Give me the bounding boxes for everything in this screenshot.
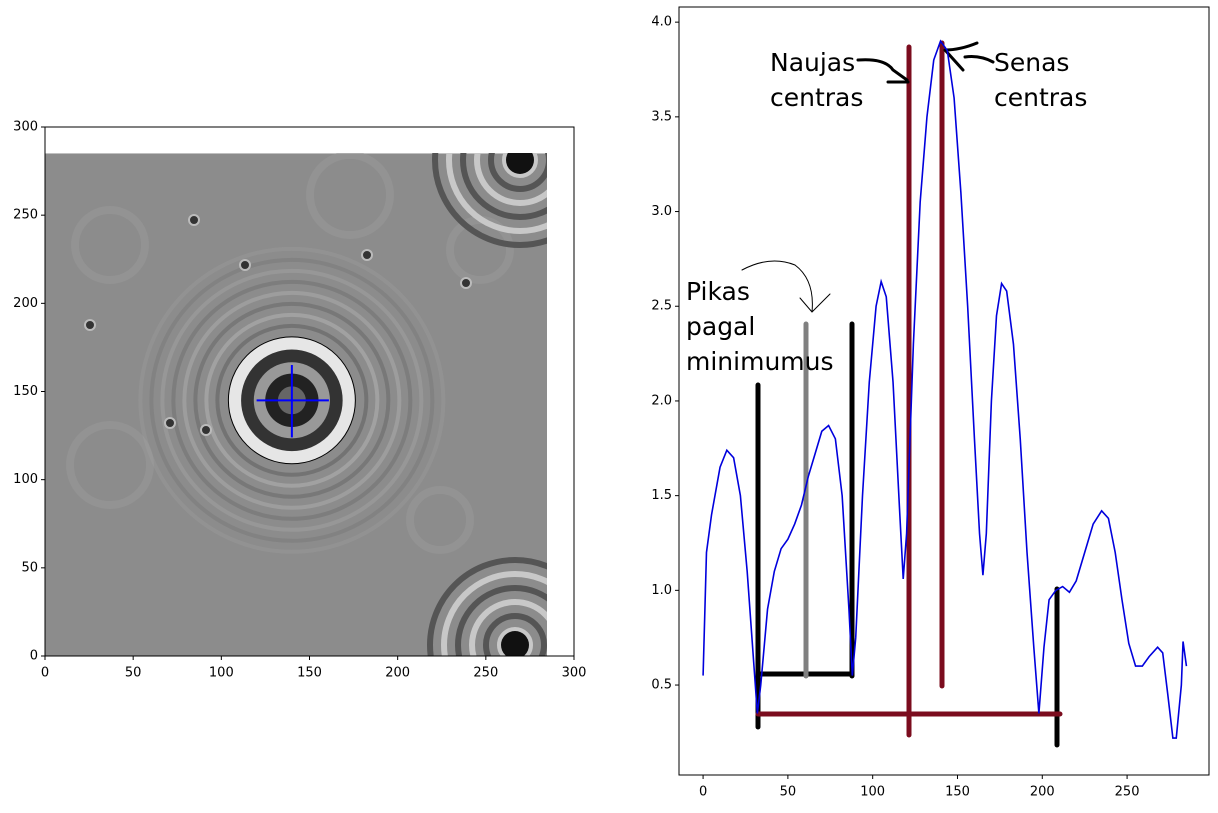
ring (193, 301, 391, 499)
y-tick-label: 4.0 (651, 15, 672, 30)
y-tick-label: 250 (13, 208, 38, 223)
corner-ring (460, 153, 547, 220)
dust (200, 424, 212, 436)
corner-ring (483, 613, 547, 656)
corner-ring (502, 153, 538, 178)
ring (138, 246, 446, 554)
faint-ring (406, 486, 474, 554)
corner-ring (446, 153, 547, 234)
ring (204, 312, 380, 488)
ring (149, 257, 435, 543)
annotation: Naujas (770, 48, 855, 77)
faint-ring (306, 153, 394, 239)
corner-ring (441, 571, 547, 656)
x-tick-label: 300 (562, 666, 587, 681)
x-tick-label: 0 (41, 666, 49, 681)
corner-ring (474, 153, 547, 206)
x-tick-label: 250 (473, 666, 498, 681)
corner-ring (497, 627, 533, 656)
dust (460, 277, 472, 289)
dust (84, 319, 96, 331)
annotation: Senas (994, 48, 1069, 77)
corner-ring (427, 557, 547, 656)
y-tick-label: 50 (21, 560, 38, 575)
y-tick-label: 100 (13, 472, 38, 487)
x-tick-label: 200 (385, 666, 410, 681)
dust (164, 417, 176, 429)
corner-core (501, 631, 529, 656)
x-tick-label: 200 (1030, 785, 1055, 800)
line (702, 39, 1188, 739)
y-tick-label: 1.5 (651, 488, 672, 503)
x-tick-label: 250 (1115, 785, 1140, 800)
annotation: Pikas (686, 277, 750, 306)
y-tick-label: 200 (13, 296, 38, 311)
annotation: centras (994, 83, 1087, 112)
x-tick-label: 100 (860, 785, 885, 800)
microscope-image (45, 153, 547, 656)
y-tick-label: 2.0 (651, 393, 672, 408)
x-tick-label: 100 (209, 666, 234, 681)
dust (188, 214, 200, 226)
faint-ring (66, 421, 154, 509)
annotation: minimumus (686, 347, 834, 376)
corner-ring (455, 585, 547, 656)
corner-core (506, 153, 534, 174)
corner-ring (432, 153, 547, 248)
y-tick-label: 0 (30, 649, 38, 664)
fit-circle (227, 336, 356, 465)
corner-ring (488, 153, 547, 192)
annotations: Naujas centras Senas centras Pikas pagal minim… (686, 48, 1087, 376)
faint-ring (71, 206, 149, 284)
axes-frame (44, 126, 575, 657)
x-tick-label: 150 (297, 666, 322, 681)
dust (239, 259, 251, 271)
annotation: pagal (686, 312, 755, 341)
x-tick-label: 150 (945, 785, 970, 800)
y-tick-label: 3.0 (651, 204, 672, 219)
ring (171, 279, 413, 521)
x-tick-label: 50 (780, 785, 797, 800)
y-tick-label: 150 (13, 384, 38, 399)
dust (361, 249, 373, 261)
corner-ring (469, 599, 547, 656)
annotation: centras (770, 83, 863, 112)
y-tick-label: 300 (13, 120, 38, 135)
x-tick-label: 50 (125, 666, 142, 681)
annotation-strokes (741, 40, 1063, 748)
axes-frame (678, 6, 1210, 776)
x-tick-label: 0 (699, 785, 707, 800)
ring (160, 268, 424, 532)
y-tick-label: 3.5 (651, 109, 672, 124)
y-tick-label: 1.0 (651, 583, 672, 598)
y-tick-label: 2.5 (651, 299, 672, 314)
ring (182, 290, 402, 510)
ring (215, 323, 369, 477)
y-tick-label: 0.5 (651, 678, 672, 693)
